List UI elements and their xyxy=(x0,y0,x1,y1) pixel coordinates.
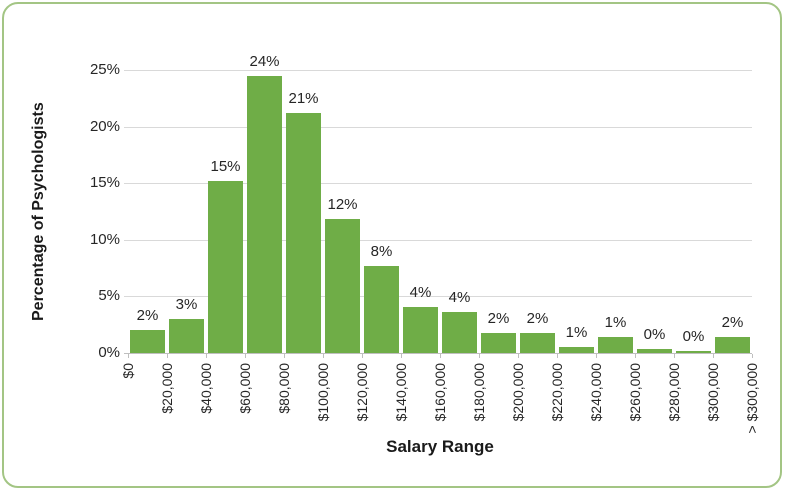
x-tick-label: $280,000 xyxy=(666,363,682,422)
x-tick-label: $200,000 xyxy=(510,363,526,422)
bar-$0 xyxy=(130,330,165,353)
bar-value-label: 2% xyxy=(136,307,159,325)
bar-$20,000 xyxy=(169,319,204,353)
bar-$180,000 xyxy=(481,332,516,353)
bar-value-label: 2% xyxy=(526,309,549,327)
y-tick-label: 15% xyxy=(89,174,120,192)
x-tick-label: $60,000 xyxy=(237,363,253,414)
x-tick-label: $40,000 xyxy=(198,363,214,414)
y-tick-label: 10% xyxy=(89,230,120,248)
x-tick-mark xyxy=(284,354,285,358)
x-tick-label: $300,000 xyxy=(705,363,721,422)
bar-value-label: 0% xyxy=(682,328,705,346)
bar-value-label: 12% xyxy=(327,196,358,214)
bar-value-label: 24% xyxy=(249,52,280,70)
x-tick-label: $0 xyxy=(120,363,136,379)
x-tick-label: $20,000 xyxy=(159,363,175,414)
bar-$240,000 xyxy=(598,337,633,353)
x-tick-mark xyxy=(518,354,519,358)
gridline-10% xyxy=(124,239,752,241)
bar-value-label: 3% xyxy=(175,296,198,314)
y-tick-label: 20% xyxy=(89,117,120,135)
x-tick-label: $240,000 xyxy=(588,363,604,422)
bar-value-label: 1% xyxy=(565,323,588,341)
x-tick-mark xyxy=(167,354,168,358)
bar-$280,000 xyxy=(676,351,711,353)
x-tick-mark xyxy=(674,354,675,358)
bar-value-label: 2% xyxy=(487,309,510,327)
y-tick-label: 5% xyxy=(98,287,120,305)
gridline-20% xyxy=(124,126,752,128)
bar-$160,000 xyxy=(442,311,477,353)
bar-value-label: 15% xyxy=(210,157,241,175)
x-axis-line xyxy=(124,353,752,354)
x-tick-mark xyxy=(245,354,246,358)
x-tick-mark xyxy=(440,354,441,358)
gridline-25% xyxy=(124,70,752,71)
bar-value-label: 1% xyxy=(604,314,627,332)
x-tick-mark xyxy=(401,354,402,358)
x-tick-mark xyxy=(206,354,207,358)
bar-value-label: 2% xyxy=(721,313,744,331)
bar-value-label: 21% xyxy=(288,90,319,108)
x-tick-mark xyxy=(635,354,636,358)
bar-value-label: 8% xyxy=(370,242,393,260)
x-axis-title: Salary Range xyxy=(386,437,494,456)
gridline-15% xyxy=(124,183,752,185)
x-tick-mark xyxy=(596,354,597,358)
x-tick-label: > $300,000 xyxy=(744,363,760,434)
x-tick-label: $100,000 xyxy=(315,363,331,422)
x-tick-label: $260,000 xyxy=(627,363,643,422)
bar-$100,000 xyxy=(325,219,360,353)
x-tick-label: $220,000 xyxy=(549,363,565,422)
bar-value-label: 4% xyxy=(409,284,432,302)
bar-$220,000 xyxy=(559,346,594,353)
gridline-5% xyxy=(124,296,752,298)
x-tick-mark xyxy=(128,354,129,358)
bar-$300,000 xyxy=(715,336,750,353)
x-tick-label: $140,000 xyxy=(393,363,409,422)
x-tick-label: $180,000 xyxy=(471,363,487,422)
x-tick-mark xyxy=(323,354,324,358)
x-tick-label: $120,000 xyxy=(354,363,370,422)
x-tick-mark xyxy=(752,354,753,358)
bar-$200,000 xyxy=(520,332,555,353)
bar-$120,000 xyxy=(364,265,399,353)
y-tick-label: 0% xyxy=(98,344,120,361)
bar-$80,000 xyxy=(286,113,321,353)
y-axis-title: Percentage of Psychologists xyxy=(30,102,47,321)
x-tick-mark xyxy=(479,354,480,358)
bar-$260,000 xyxy=(637,349,672,353)
bar-$60,000 xyxy=(247,75,282,353)
x-tick-label: $80,000 xyxy=(276,363,292,414)
bar-$40,000 xyxy=(208,180,243,353)
y-tick-label: 25% xyxy=(89,61,120,78)
x-tick-mark xyxy=(362,354,363,358)
bar-value-label: 4% xyxy=(448,288,471,306)
x-tick-mark xyxy=(713,354,714,358)
bar-$140,000 xyxy=(403,307,438,353)
x-tick-mark xyxy=(557,354,558,358)
x-tick-label: $160,000 xyxy=(432,363,448,422)
bar-value-label: 0% xyxy=(643,326,666,344)
